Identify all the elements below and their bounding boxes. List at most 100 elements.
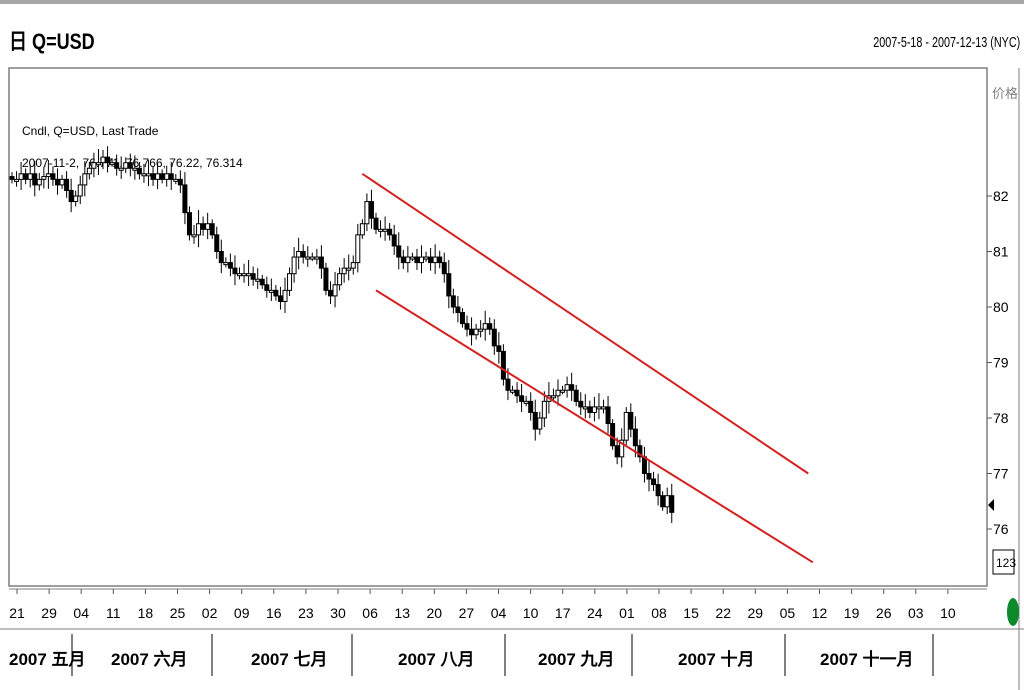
candle-body-down xyxy=(459,312,465,325)
candle xyxy=(246,260,252,287)
candle-body-down xyxy=(114,162,120,169)
candle-body-down xyxy=(464,323,470,330)
x-tick-label: 15 xyxy=(683,605,699,621)
candle-body-up xyxy=(314,256,320,260)
candle-body-down xyxy=(250,273,256,280)
candle-body-down xyxy=(646,473,652,480)
candle-body-down xyxy=(532,411,538,430)
candle xyxy=(282,277,288,313)
candle xyxy=(328,281,333,305)
candle xyxy=(500,344,506,386)
y-axis-title: 价格 xyxy=(992,86,1018,101)
candle xyxy=(464,315,470,337)
candle xyxy=(446,260,452,309)
candle xyxy=(41,166,47,189)
candle xyxy=(537,411,543,435)
channel-upper-line[interactable] xyxy=(361,172,809,475)
candle xyxy=(314,248,320,265)
candle xyxy=(191,224,197,244)
candle xyxy=(368,189,374,229)
candle-body-down xyxy=(578,400,584,408)
candle-body-up xyxy=(523,400,529,404)
candle xyxy=(578,392,584,416)
x-tick-label: 18 xyxy=(138,605,154,621)
candle xyxy=(232,255,238,286)
candles xyxy=(9,146,675,524)
candle xyxy=(105,146,111,173)
candle-body-down xyxy=(68,189,74,203)
candle xyxy=(455,296,461,323)
candle xyxy=(346,254,352,281)
candle xyxy=(91,152,97,178)
candle xyxy=(23,168,29,185)
candle-body-down xyxy=(168,173,174,180)
channel-lower-line[interactable] xyxy=(375,289,814,564)
candle-body-up xyxy=(346,267,352,271)
candle xyxy=(564,376,570,398)
candle-body-up xyxy=(268,289,274,293)
candle-body-down xyxy=(264,284,270,291)
candle-body-up xyxy=(255,278,261,282)
candle xyxy=(469,317,475,346)
x-tick-label: 30 xyxy=(330,605,346,621)
candle xyxy=(660,491,666,511)
candle xyxy=(27,164,33,188)
candle xyxy=(77,175,83,205)
candle xyxy=(510,385,515,395)
candle-body-down xyxy=(660,495,666,508)
candle xyxy=(155,162,161,190)
candle-body-down xyxy=(651,478,657,486)
candle-body-up xyxy=(73,195,79,203)
candle xyxy=(569,372,575,401)
candle xyxy=(605,395,611,434)
candle-body-down xyxy=(632,428,638,447)
candle-body-down xyxy=(414,256,420,264)
candle-body-down xyxy=(177,178,183,186)
x-tick-label: 12 xyxy=(812,605,828,621)
month-label: 2007 六月 xyxy=(111,649,188,669)
candle-body-up xyxy=(241,273,247,277)
candle xyxy=(332,272,338,308)
candle xyxy=(45,160,51,189)
candle-body-up xyxy=(155,173,161,180)
candle-body-down xyxy=(446,273,452,297)
candle-body-up xyxy=(382,228,388,232)
candle-body-up xyxy=(246,273,252,277)
candle xyxy=(259,274,265,289)
candle xyxy=(419,245,424,274)
x-tick-label: 25 xyxy=(170,605,186,621)
candle-body-up xyxy=(378,228,384,232)
candle xyxy=(555,379,561,406)
month-label: 2007 八月 xyxy=(398,650,475,669)
candle-body-down xyxy=(450,295,456,308)
month-label: 2007 十月 xyxy=(678,649,755,669)
candle-body-down xyxy=(505,378,511,391)
candle-body-down xyxy=(232,267,238,275)
x-tick-label: 13 xyxy=(394,605,410,621)
candle xyxy=(350,255,356,275)
x-tick-label: 23 xyxy=(298,605,314,621)
month-label: 2007 九月 xyxy=(538,650,615,669)
candle xyxy=(287,267,293,297)
candle xyxy=(196,210,202,248)
candle xyxy=(601,399,606,414)
candle-body-down xyxy=(573,389,579,402)
candle-body-down xyxy=(428,256,434,264)
candle xyxy=(277,286,283,310)
candle xyxy=(186,206,192,241)
candle-body-up xyxy=(45,173,51,178)
candle xyxy=(400,249,406,270)
y-tick-label: 76 xyxy=(993,521,1009,537)
y-tick-label: 78 xyxy=(993,410,1009,426)
candle-body-up xyxy=(537,417,543,430)
candle xyxy=(359,219,365,239)
candle xyxy=(491,319,497,355)
candle-body-down xyxy=(9,176,15,180)
candle xyxy=(82,161,88,197)
candle-body-up xyxy=(619,439,625,458)
candle-body-up xyxy=(141,173,147,177)
candle xyxy=(478,320,484,338)
candle xyxy=(637,439,643,463)
candle xyxy=(264,276,270,298)
candle-body-up xyxy=(223,262,229,266)
